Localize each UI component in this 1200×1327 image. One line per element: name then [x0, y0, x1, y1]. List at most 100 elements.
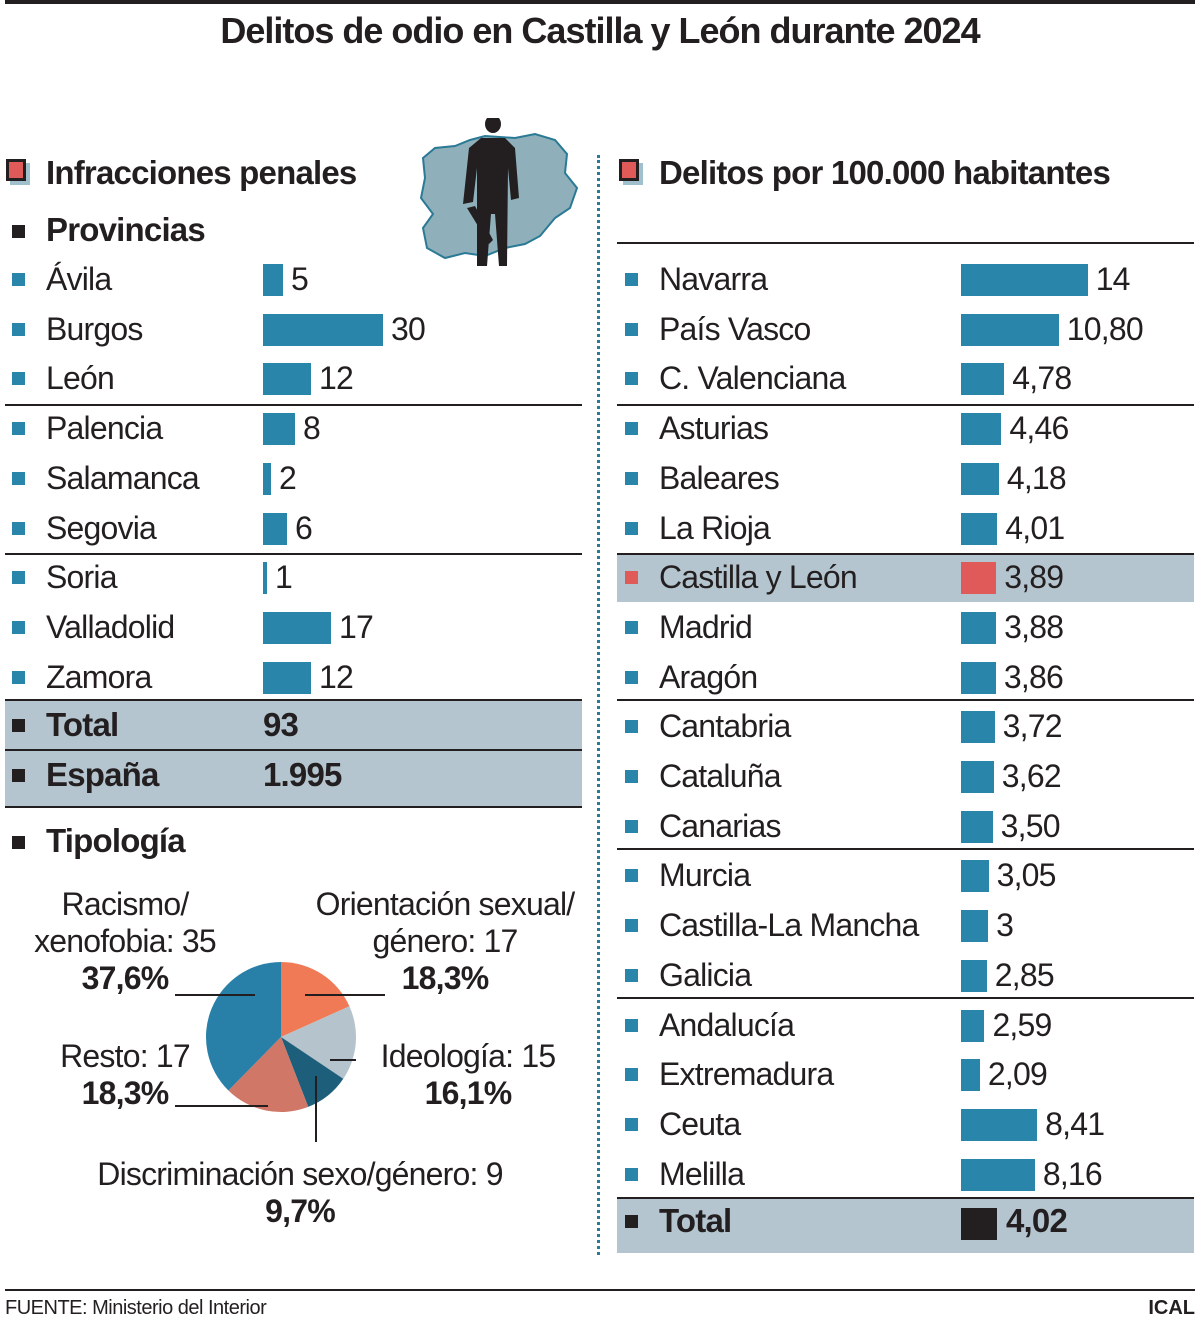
- bullet-icon: [625, 422, 638, 436]
- bar-row: Ceuta 8,41: [618, 1100, 1198, 1149]
- bullet-icon: [12, 769, 25, 782]
- bar-row: Ávila 5: [5, 255, 585, 304]
- totals-band: [617, 1199, 1194, 1253]
- bar: [263, 462, 271, 495]
- total-label: Total: [46, 706, 119, 743]
- tipologia-pie-chart: [175, 962, 385, 1142]
- bar-label: Extremadura: [659, 1056, 834, 1093]
- bar-label: Cataluña: [659, 758, 782, 794]
- separator: [617, 404, 1194, 406]
- spain-label: España: [46, 756, 159, 793]
- bullet-icon: [625, 1068, 638, 1082]
- footer-rule: [5, 1289, 1195, 1291]
- bullet-icon: [625, 372, 638, 386]
- bar-value: 1: [275, 559, 293, 596]
- bar-label: País Vasco: [659, 310, 811, 347]
- separator: [617, 699, 1194, 701]
- bar-value: 12: [319, 658, 354, 695]
- right-total-value: 4,02: [1006, 1202, 1068, 1239]
- source-text: FUENTE: Ministerio del Interior: [5, 1297, 267, 1319]
- bar: [961, 1059, 980, 1092]
- bar-row: León 12: [5, 354, 585, 403]
- bar-value: 4,78: [1012, 360, 1072, 397]
- bar-value: 8,41: [1045, 1105, 1105, 1142]
- bar-row: Zamora 12: [5, 653, 585, 702]
- bullet-icon: [12, 322, 25, 336]
- bar-value: 2,85: [994, 956, 1055, 993]
- separator: [5, 553, 582, 555]
- bar-row: Asturias 4,46: [618, 404, 1198, 453]
- bar-value: 3,88: [1004, 608, 1064, 645]
- bullet-icon: [625, 471, 638, 485]
- bullet-icon: [12, 372, 25, 386]
- bar-row: Madrid 3,88: [618, 603, 1198, 652]
- bar: [961, 363, 1005, 396]
- bullet-icon: [12, 422, 25, 436]
- separator: [5, 806, 582, 808]
- bullet-icon: [625, 919, 638, 933]
- bullet-icon: [12, 273, 25, 286]
- pie-slice: [281, 1037, 344, 1107]
- pie-slice: [228, 1037, 309, 1112]
- bullet-icon: [12, 719, 25, 732]
- bar-label: Palencia: [46, 410, 163, 447]
- bullet-icon: [12, 471, 25, 485]
- bar-value: 10,80: [1066, 310, 1144, 347]
- bar-label: Madrid: [659, 608, 753, 645]
- bar-value: 17: [339, 608, 374, 645]
- bar-row: Castilla-La Mancha 3: [618, 901, 1198, 950]
- bar-value: 5: [291, 261, 309, 297]
- bar-label: Salamanca: [46, 459, 200, 496]
- pie-label-racismo: Racismo/xenofobia: 35 37,6%: [34, 886, 217, 996]
- bullet-icon: [625, 322, 638, 336]
- bar-label: León: [46, 360, 115, 397]
- bar-row: Salamanca 2: [5, 454, 585, 503]
- separator: [617, 848, 1194, 850]
- separator: [617, 1197, 1194, 1199]
- bar: [961, 512, 998, 545]
- pie-label-discriminacion: Discriminación sexo/género: 9 9,7%: [97, 1156, 503, 1229]
- bar-label: Zamora: [46, 658, 152, 695]
- bar-value: 14: [1095, 261, 1131, 297]
- map-silhouette-icon: [419, 118, 579, 266]
- bar: [961, 810, 993, 843]
- bar-row: Galicia 2,85: [618, 951, 1198, 1000]
- bar: [263, 363, 311, 396]
- bar: [961, 761, 994, 793]
- bar: [961, 264, 1088, 296]
- bar-row: Valladolid 17: [5, 603, 585, 652]
- bar-label: Andalucía: [659, 1006, 795, 1043]
- bullet-icon: [12, 571, 25, 585]
- pie-label-resto: Resto: 17 18,3%: [60, 1038, 191, 1111]
- bar-row: Castilla y León 3,89: [618, 553, 1198, 602]
- bar-row: País Vasco 10,80: [618, 305, 1198, 354]
- bullet-icon: [625, 571, 638, 585]
- bar-row: Cantabria 3,72: [618, 702, 1198, 751]
- bar-value: 4,18: [1006, 459, 1067, 496]
- bar: [961, 711, 995, 744]
- separator: [617, 242, 1194, 244]
- bar-row: Navarra 14: [618, 255, 1198, 304]
- bar-row: Extremadura 2,09: [618, 1050, 1198, 1099]
- bullet-icon: [625, 869, 638, 883]
- bar: [961, 1158, 1035, 1191]
- spain-value: 1.995: [263, 756, 342, 793]
- bar-value: 2,09: [987, 1056, 1048, 1093]
- bar: [961, 562, 997, 595]
- bar-row: Segovia 6: [5, 504, 585, 553]
- top-rule: [5, 0, 1195, 4]
- bar-label: Murcia: [659, 857, 751, 894]
- bar-value: 3,05: [996, 857, 1057, 894]
- bullet-icon: [625, 620, 638, 634]
- bar: [263, 313, 383, 346]
- provincias-heading: Provincias: [46, 211, 206, 248]
- bar-row: Soria 1: [5, 553, 585, 602]
- bullet-icon: [625, 1215, 638, 1228]
- bar-label: Castilla-La Mancha: [659, 907, 919, 944]
- column-divider: [597, 155, 600, 1255]
- bar-value: 3,86: [1003, 658, 1064, 695]
- pie-label-orientacion: Orientación sexual/género: 17 18,3%: [315, 886, 576, 996]
- bar: [263, 611, 331, 644]
- bullet-icon: [625, 670, 638, 684]
- bar-value: 3,62: [1001, 758, 1062, 794]
